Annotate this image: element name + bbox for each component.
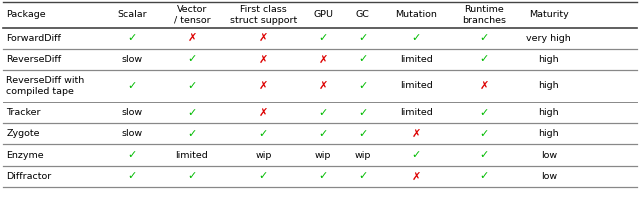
Text: Mutation: Mutation xyxy=(396,10,437,19)
Text: ✓: ✓ xyxy=(479,54,489,64)
Text: ✓: ✓ xyxy=(358,108,367,118)
Text: ✗: ✗ xyxy=(259,33,268,43)
Text: ✗: ✗ xyxy=(259,54,268,64)
Text: ReverseDiff: ReverseDiff xyxy=(6,55,61,64)
Text: ✓: ✓ xyxy=(188,54,196,64)
Text: ✓: ✓ xyxy=(319,171,328,181)
Text: slow: slow xyxy=(122,55,143,64)
Text: limited: limited xyxy=(400,81,433,91)
Text: ✓: ✓ xyxy=(319,108,328,118)
Text: Runtime
branches: Runtime branches xyxy=(462,5,506,25)
Text: ✓: ✓ xyxy=(128,81,137,91)
Text: high: high xyxy=(538,129,559,138)
Text: ✓: ✓ xyxy=(358,81,367,91)
Text: ✓: ✓ xyxy=(188,171,196,181)
Text: high: high xyxy=(538,55,559,64)
Text: Enzyme: Enzyme xyxy=(6,151,44,160)
Text: Scalar: Scalar xyxy=(118,10,147,19)
Text: Package: Package xyxy=(6,10,46,19)
Text: Vector
/ tensor: Vector / tensor xyxy=(173,5,211,25)
Text: slow: slow xyxy=(122,108,143,117)
Text: Maturity: Maturity xyxy=(529,10,569,19)
Text: wip: wip xyxy=(255,151,271,160)
Text: ✓: ✓ xyxy=(479,150,489,160)
Text: ✓: ✓ xyxy=(319,33,328,43)
Text: ✓: ✓ xyxy=(128,171,137,181)
Text: ✓: ✓ xyxy=(479,108,489,118)
Text: ✓: ✓ xyxy=(479,33,489,43)
Text: ✓: ✓ xyxy=(358,33,367,43)
Text: Diffractor: Diffractor xyxy=(6,172,51,181)
Text: ✓: ✓ xyxy=(479,171,489,181)
Text: ✓: ✓ xyxy=(358,171,367,181)
Text: very high: very high xyxy=(527,34,571,43)
Text: ✓: ✓ xyxy=(259,171,268,181)
Text: wip: wip xyxy=(315,151,332,160)
Text: Zygote: Zygote xyxy=(6,129,40,138)
Text: Tracker: Tracker xyxy=(6,108,41,117)
Text: wip: wip xyxy=(355,151,371,160)
Text: ✓: ✓ xyxy=(259,129,268,139)
Text: ForwardDiff: ForwardDiff xyxy=(6,34,61,43)
Text: low: low xyxy=(541,172,557,181)
Text: low: low xyxy=(541,151,557,160)
Text: ✓: ✓ xyxy=(188,108,196,118)
Text: limited: limited xyxy=(400,55,433,64)
Text: ✓: ✓ xyxy=(188,129,196,139)
Text: ✓: ✓ xyxy=(358,54,367,64)
Text: ✗: ✗ xyxy=(412,129,421,139)
Text: GPU: GPU xyxy=(313,10,333,19)
Text: ✗: ✗ xyxy=(188,33,196,43)
Text: ✓: ✓ xyxy=(319,129,328,139)
Text: ✗: ✗ xyxy=(319,54,328,64)
Text: ✗: ✗ xyxy=(479,81,489,91)
Text: high: high xyxy=(538,108,559,117)
Text: ✓: ✓ xyxy=(128,33,137,43)
Text: high: high xyxy=(538,81,559,91)
Text: ✗: ✗ xyxy=(412,171,421,181)
Text: ✓: ✓ xyxy=(412,150,421,160)
Text: slow: slow xyxy=(122,129,143,138)
Text: limited: limited xyxy=(400,108,433,117)
Text: ✓: ✓ xyxy=(412,33,421,43)
Text: ✓: ✓ xyxy=(479,129,489,139)
Text: ✗: ✗ xyxy=(259,108,268,118)
Text: GC: GC xyxy=(356,10,370,19)
Text: First class
struct support: First class struct support xyxy=(230,5,297,25)
Text: ReverseDiff with
compiled tape: ReverseDiff with compiled tape xyxy=(6,76,84,96)
Text: ✗: ✗ xyxy=(319,81,328,91)
Text: ✓: ✓ xyxy=(358,129,367,139)
Text: ✗: ✗ xyxy=(259,81,268,91)
Text: ✓: ✓ xyxy=(188,81,196,91)
Text: ✓: ✓ xyxy=(128,150,137,160)
Text: limited: limited xyxy=(175,151,209,160)
